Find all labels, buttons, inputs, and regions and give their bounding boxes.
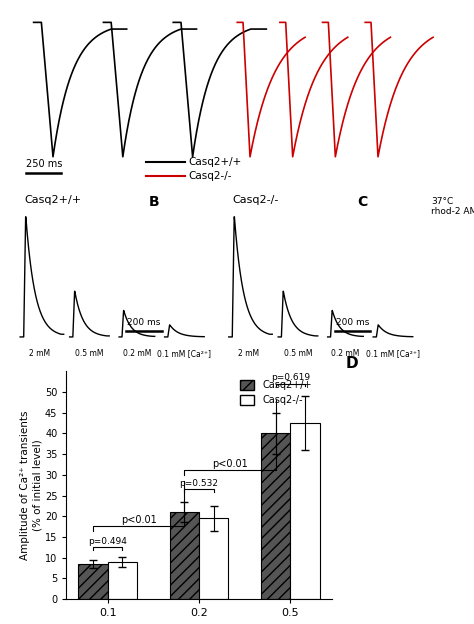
Text: Casq2-/-: Casq2-/- — [189, 170, 232, 180]
Text: p<0.01: p<0.01 — [212, 459, 248, 469]
Text: C: C — [357, 195, 368, 209]
Bar — [170, 512, 199, 599]
Bar — [199, 519, 228, 599]
Text: Casq2-/-: Casq2-/- — [233, 195, 279, 205]
Legend: Casq2+/+, Casq2-/-: Casq2+/+, Casq2-/- — [236, 376, 315, 409]
Text: 0.2 mM: 0.2 mM — [123, 349, 151, 358]
Text: 2 mM: 2 mM — [238, 349, 259, 358]
Bar — [78, 564, 108, 599]
Text: Casq2+/+: Casq2+/+ — [24, 195, 81, 205]
Text: D: D — [346, 356, 359, 371]
Text: B: B — [149, 195, 159, 209]
Bar — [108, 562, 137, 599]
Text: Casq2+/+: Casq2+/+ — [189, 157, 242, 167]
Text: p=0.532: p=0.532 — [180, 479, 219, 488]
Text: 0.1 mM [Ca²⁺]: 0.1 mM [Ca²⁺] — [366, 349, 420, 358]
Bar — [291, 423, 320, 599]
Text: 250 ms: 250 ms — [26, 159, 62, 169]
Text: 0.1 mM [Ca²⁺]: 0.1 mM [Ca²⁺] — [157, 349, 211, 358]
Text: 37°C
rhod-2 AM: 37°C rhod-2 AM — [431, 197, 474, 216]
Bar — [261, 434, 291, 599]
Text: 2 mM: 2 mM — [29, 349, 51, 358]
Text: 0.2 mM: 0.2 mM — [331, 349, 360, 358]
Text: p=0.494: p=0.494 — [88, 537, 127, 546]
Text: p<0.01: p<0.01 — [121, 515, 156, 525]
Text: p=0.619: p=0.619 — [271, 373, 310, 383]
Text: 200 ms: 200 ms — [336, 318, 369, 328]
Text: 0.5 mM: 0.5 mM — [284, 349, 312, 358]
Text: 0.5 mM: 0.5 mM — [75, 349, 104, 358]
Y-axis label: Amplitude of Ca²⁺ transients
(% of initial level): Amplitude of Ca²⁺ transients (% of initi… — [20, 411, 42, 560]
Text: 200 ms: 200 ms — [127, 318, 161, 328]
